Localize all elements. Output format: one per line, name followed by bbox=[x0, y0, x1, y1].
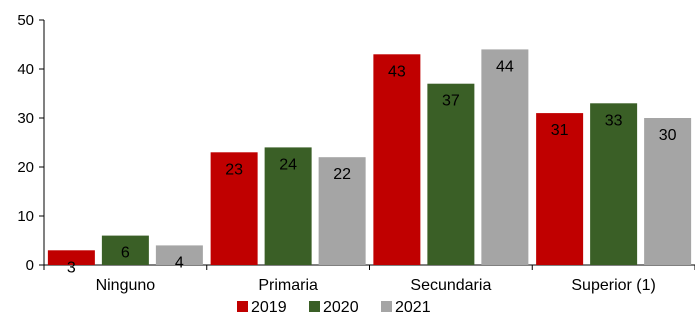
bar-2021 bbox=[318, 157, 366, 265]
data-label: 3 bbox=[67, 259, 76, 276]
data-label: 43 bbox=[388, 63, 406, 80]
data-label: 33 bbox=[605, 112, 623, 129]
bar-2019 bbox=[210, 152, 258, 265]
y-tick-label: 10 bbox=[17, 208, 34, 225]
bar-2019 bbox=[47, 250, 95, 265]
legend-label: 2020 bbox=[323, 299, 359, 316]
data-label: 37 bbox=[442, 93, 460, 110]
bar-2021 bbox=[481, 49, 529, 266]
bar-2021 bbox=[644, 118, 692, 265]
data-label: 31 bbox=[551, 122, 569, 139]
bars-group bbox=[47, 49, 692, 266]
legend: 2019 2020 2021 bbox=[237, 299, 431, 316]
bar-2019 bbox=[536, 113, 584, 265]
y-tick-label: 20 bbox=[17, 159, 34, 176]
bar-2019 bbox=[373, 54, 421, 265]
y-tick-label: 0 bbox=[26, 257, 34, 274]
legend-swatch-2021 bbox=[381, 301, 392, 312]
y-tick-label: 50 bbox=[17, 12, 34, 29]
data-label: 30 bbox=[659, 127, 677, 144]
data-label: 22 bbox=[333, 166, 351, 183]
y-axis: 0 10 20 30 40 50 bbox=[17, 12, 45, 274]
legend-label: 2019 bbox=[251, 299, 287, 316]
data-label: 6 bbox=[121, 245, 130, 262]
legend-swatch-2019 bbox=[237, 301, 248, 312]
bar-2020 bbox=[264, 147, 312, 265]
data-label: 24 bbox=[279, 156, 297, 173]
bar-2020 bbox=[101, 235, 149, 265]
bar-2021 bbox=[155, 245, 203, 265]
x-axis: Ninguno Primaria Secundaria Superior (1) bbox=[43, 264, 695, 294]
x-category-label: Superior (1) bbox=[571, 277, 655, 294]
x-category-label: Primaria bbox=[258, 277, 318, 294]
data-labels-group: 3 6 4 23 24 22 43 37 44 31 33 30 bbox=[67, 58, 677, 276]
bar-2020 bbox=[427, 83, 475, 265]
x-category-label: Ninguno bbox=[96, 277, 156, 294]
data-label: 23 bbox=[225, 161, 243, 178]
data-label: 4 bbox=[175, 254, 184, 271]
y-tick-label: 30 bbox=[17, 110, 34, 127]
bar-2020 bbox=[590, 103, 638, 265]
y-tick-label: 40 bbox=[17, 61, 34, 78]
x-category-label: Secundaria bbox=[410, 277, 491, 294]
data-label: 44 bbox=[496, 58, 514, 75]
legend-label: 2021 bbox=[395, 299, 431, 316]
legend-swatch-2020 bbox=[309, 301, 320, 312]
